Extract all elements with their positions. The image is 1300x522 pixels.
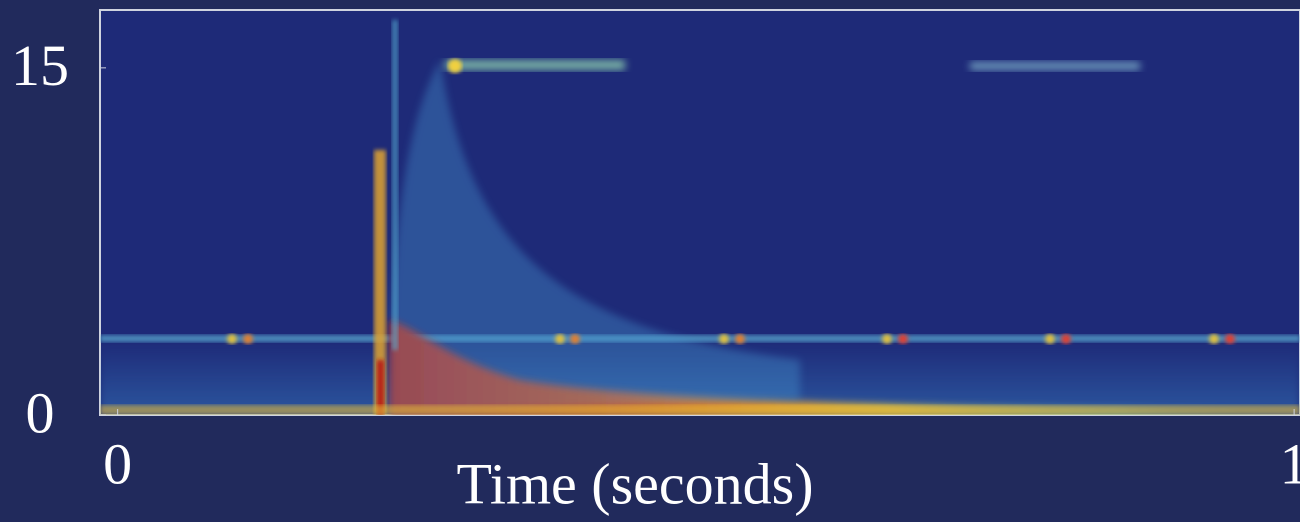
plot-area xyxy=(99,9,1300,416)
x-tick-label: 1 xyxy=(1280,431,1300,496)
spectrogram xyxy=(100,20,1300,415)
y-tick-label: 0 xyxy=(26,380,55,445)
x-axis-label: Time (seconds) xyxy=(456,451,813,516)
y-tick-label: 15 xyxy=(11,33,69,98)
x-tick-label: 0 xyxy=(103,431,132,496)
tonal-markers xyxy=(227,334,1235,344)
